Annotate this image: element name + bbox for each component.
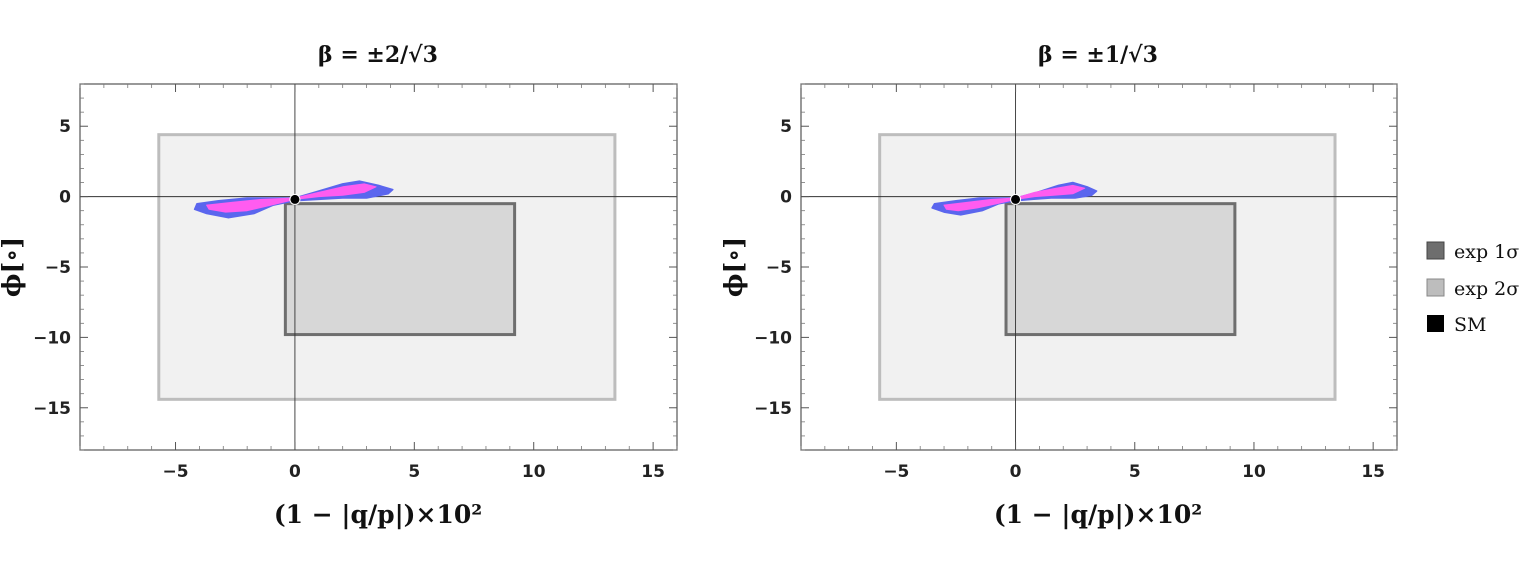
x-tick-label: 0 xyxy=(1010,462,1022,482)
plot-area xyxy=(80,84,677,450)
exp-1sigma-region xyxy=(1004,202,1237,337)
y-tick-label: −10 xyxy=(754,328,792,348)
legend-item-exp-2sigma: exp 2σ xyxy=(1426,278,1519,300)
x-tick-label: 15 xyxy=(1361,462,1385,482)
axis-ticks: −5 0 5 10 15 5 0 −5 −10 −15 xyxy=(33,83,678,482)
x-axis-label: (1 − |q/p|)×10² xyxy=(274,500,482,529)
y-tick-label: 0 xyxy=(780,188,792,208)
y-tick-label: −15 xyxy=(754,399,792,419)
chart-panel-right: β = ±1/√3 −5 0 5 10 15 5 0 −5 −10 −15 (1 − |q/p|)… xyxy=(719,42,1398,529)
x-tick-label: 10 xyxy=(1242,462,1266,482)
legend-item-sm: SM xyxy=(1427,314,1486,336)
y-tick-label: 5 xyxy=(780,117,792,137)
y-tick-label: 5 xyxy=(59,117,71,137)
legend-label: exp 2σ xyxy=(1454,278,1519,300)
legend-item-exp-1sigma: exp 1σ xyxy=(1426,241,1519,263)
x-tick-label: 5 xyxy=(408,462,420,482)
legend-swatch-sm xyxy=(1427,315,1444,332)
sm-point xyxy=(1010,193,1022,205)
y-tick-label: −10 xyxy=(33,328,71,348)
x-tick-label: 10 xyxy=(522,462,546,482)
y-axis-label: ϕ[∘] xyxy=(719,237,748,297)
legend-label: SM xyxy=(1454,314,1486,336)
legend-label: exp 1σ xyxy=(1454,241,1519,263)
x-tick-label: −5 xyxy=(162,462,188,482)
exp-1sigma-region xyxy=(283,202,517,337)
plot-area xyxy=(801,84,1397,450)
y-tick-label: −5 xyxy=(45,258,71,278)
sm-point xyxy=(289,193,301,205)
y-tick-label: −15 xyxy=(33,399,71,419)
y-axis-label: ϕ[∘] xyxy=(0,237,26,297)
chart-title: β = ±2/√3 xyxy=(318,42,438,68)
allowed-region-inner xyxy=(943,184,1086,212)
legend: exp 1σ exp 2σ SM xyxy=(1426,241,1519,336)
x-axis-label: (1 − |q/p|)×10² xyxy=(994,500,1202,529)
allowed-region-inner xyxy=(206,183,377,213)
y-tick-label: −5 xyxy=(766,258,792,278)
chart-panel-left: β = ±2/√3 −5 0 5 10 15 5 0 −5 −10 −15 (1 − |q/p|)… xyxy=(0,42,678,529)
legend-swatch-exp-1sigma xyxy=(1426,241,1445,260)
x-tick-label: 5 xyxy=(1129,462,1141,482)
x-tick-label: −5 xyxy=(883,462,909,482)
chart-title: β = ±1/√3 xyxy=(1038,42,1158,68)
x-tick-label: 15 xyxy=(641,462,665,482)
y-tick-label: 0 xyxy=(59,188,71,208)
x-tick-label: 0 xyxy=(289,462,301,482)
legend-swatch-exp-2sigma xyxy=(1426,278,1445,297)
axis-ticks: −5 0 5 10 15 5 0 −5 −10 −15 xyxy=(754,83,1398,482)
